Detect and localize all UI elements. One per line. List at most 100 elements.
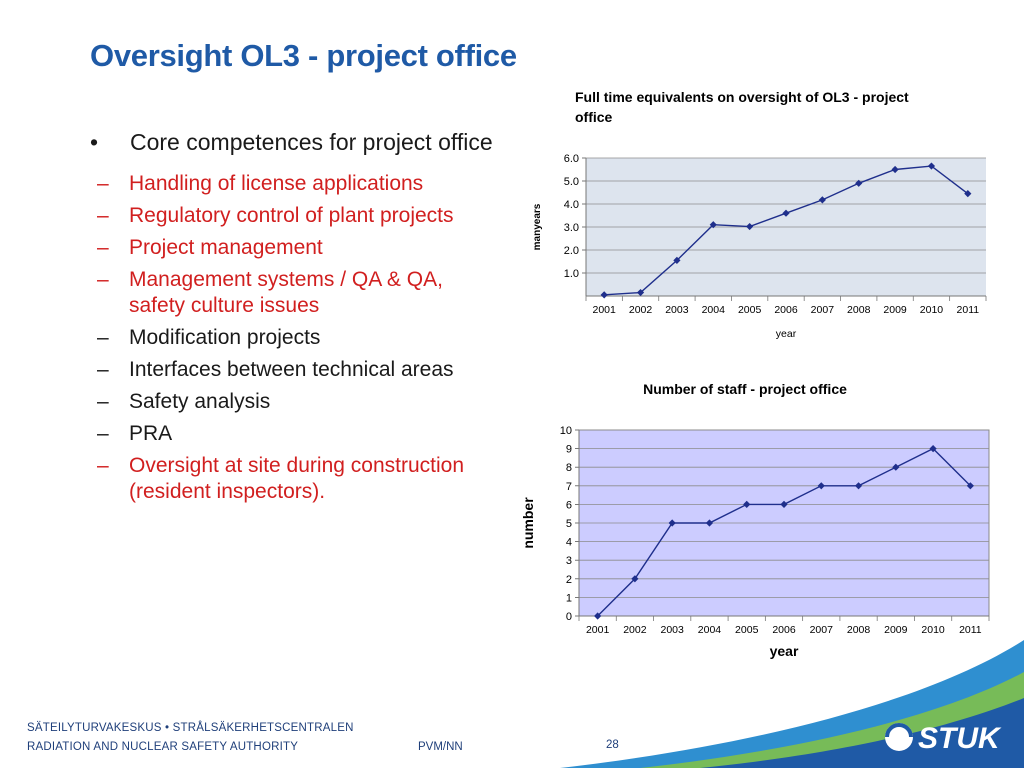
dash-symbol: –: [97, 268, 109, 291]
dash-symbol: –: [97, 326, 109, 349]
y-tick-label: 5: [566, 518, 572, 530]
bullet-item: • Core competences for project office: [90, 128, 500, 157]
x-tick-label: 2002: [629, 304, 653, 316]
data-point: [668, 519, 676, 527]
footer-author: PVM/NN: [418, 741, 463, 753]
dash-symbol: –: [97, 204, 109, 227]
sub-bullet-list: – Handling of license applications – Regula…: [90, 171, 500, 505]
data-point: [927, 162, 936, 170]
bullet-text: Core competences for project office: [130, 129, 493, 155]
x-tick-label: 2006: [772, 624, 796, 636]
y-tick-label: 1.0: [564, 268, 579, 280]
dash-symbol: –: [97, 358, 109, 381]
x-tick-label: 2009: [884, 624, 908, 636]
x-tick-label: 2005: [735, 624, 759, 636]
y-tick-label: 7: [566, 481, 572, 493]
dash-symbol: –: [97, 172, 109, 195]
y-tick-label: 0: [566, 611, 572, 623]
footer-org-line2: RADIATION AND NUCLEAR SAFETY AUTHORITY: [27, 741, 299, 753]
x-tick-label: 2005: [738, 304, 762, 316]
data-point: [782, 209, 790, 217]
x-tick-label: 2003: [661, 624, 685, 636]
svg-text:STUK: STUK: [918, 722, 1002, 755]
data-point: [854, 482, 863, 490]
y-tick-label: 8: [566, 462, 572, 474]
sub-bullet-item: – Regulatory control of plant projects: [45, 203, 500, 229]
y-tick-label: 2.0: [564, 245, 579, 257]
x-tick-label: 2011: [957, 304, 980, 316]
data-point: [891, 165, 899, 174]
sub-bullet-item: – PRA: [45, 421, 500, 447]
y-tick-label: 4: [566, 537, 572, 549]
y-tick-label: 3.0: [564, 222, 579, 234]
y-tick-label: 6: [566, 499, 572, 511]
y-tick-label: 1: [566, 592, 572, 604]
sub-bullet-item: – Modification projects: [45, 325, 500, 351]
x-tick-label: 2001: [593, 304, 617, 316]
sub-bullet-text: Modification projects: [129, 326, 321, 349]
x-tick-label: 2001: [586, 624, 610, 636]
sub-bullet-text: Regulatory control of plant projects: [129, 204, 454, 227]
y-tick-label: 4.0: [564, 199, 579, 211]
x-tick-label: 2010: [920, 304, 944, 316]
x-tick-label: 2003: [665, 304, 689, 316]
page-number: 28: [606, 739, 619, 751]
y-tick-label: 3: [566, 555, 572, 567]
y-tick-label: 10: [560, 425, 572, 437]
sub-bullet-item: – Safety analysis: [45, 389, 500, 415]
stuk-logo: STUK: [885, 722, 1002, 755]
x-tick-label: 2010: [921, 624, 945, 636]
bullet-dot: •: [90, 129, 99, 155]
x-tick-label: 2007: [811, 304, 835, 316]
sub-bullet-text: Interfaces between technical areas: [129, 358, 454, 381]
data-point: [855, 179, 863, 187]
sub-bullet-item: – Oversight at site during construction (…: [45, 453, 500, 505]
sub-bullet-item: – Management systems / QA & QA, safety cu…: [45, 267, 500, 319]
x-tick-label: 2004: [702, 304, 726, 316]
sub-bullet-text: Management systems / QA & QA, safety cul…: [129, 268, 443, 317]
bullet-list: • Core competences for project office – H…: [90, 128, 500, 511]
sub-bullet-text: Project management: [129, 236, 323, 259]
dash-symbol: –: [97, 236, 109, 259]
x-tick-label: 2011: [959, 624, 982, 636]
dash-symbol: –: [97, 454, 109, 477]
footer-org-line1: SÄTEILYTURVAKESKUS • STRÅLSÄKERHETSCENTR…: [27, 722, 354, 734]
y-tick-label: 2: [566, 574, 572, 586]
x-axis-label: year: [770, 643, 799, 659]
y-tick-label: 6.0: [564, 153, 579, 165]
sub-bullet-text: PRA: [129, 422, 173, 445]
sub-bullet-text: Handling of license applications: [129, 172, 424, 195]
data-point: [594, 612, 602, 620]
data-point: [746, 222, 754, 231]
x-tick-label: 2008: [847, 624, 871, 636]
data-point: [817, 482, 825, 490]
sub-bullet-text: Oversight at site during construction (r…: [129, 454, 464, 503]
chart-title: Number of staff - project office: [643, 381, 847, 397]
sub-bullet-item: – Handling of license applications: [45, 171, 500, 197]
x-tick-label: 2009: [883, 304, 907, 316]
sub-bullet-item: – Interfaces between technical areas: [45, 357, 500, 383]
x-tick-label: 2007: [810, 624, 834, 636]
sub-bullet-item: – Project management: [45, 235, 500, 261]
data-point: [964, 190, 972, 198]
x-tick-label: 2004: [698, 624, 722, 636]
slide-title: Oversight OL3 - project office: [90, 38, 517, 73]
y-tick-label: 5.0: [564, 176, 579, 188]
fte-chart: Full time equivalents on oversight of OL…: [532, 89, 987, 340]
data-point: [892, 463, 900, 471]
data-point: [929, 445, 937, 453]
x-axis-label: year: [776, 328, 797, 340]
chart-title: Full time equivalents on oversight of OL…: [575, 89, 909, 105]
y-axis-label: manyears: [532, 203, 543, 250]
dash-symbol: –: [97, 422, 109, 445]
y-tick-label: 9: [566, 444, 572, 456]
sub-bullet-text: Safety analysis: [129, 390, 271, 413]
chart-title: office: [575, 109, 613, 125]
staff-chart: Number of staff - project office 0 1 2 3 4 5 6 7…: [520, 381, 990, 659]
x-tick-label: 2006: [774, 304, 798, 316]
y-axis-label: number: [520, 497, 536, 549]
x-tick-label: 2008: [847, 304, 871, 316]
dash-symbol: –: [97, 390, 109, 413]
x-tick-label: 2002: [623, 624, 647, 636]
